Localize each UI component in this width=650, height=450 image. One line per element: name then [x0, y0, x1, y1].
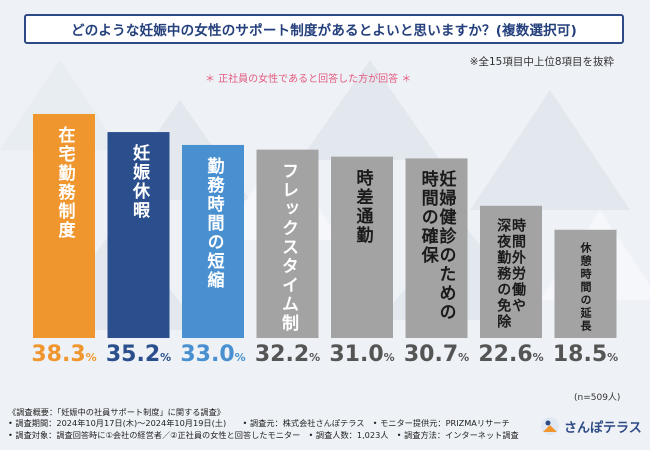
bar-value-unit: %	[607, 351, 619, 364]
sample-size-note: (n=509人)	[574, 393, 621, 403]
bar-label-7: 休憩時間の延長	[578, 241, 592, 334]
bar-label-1: 妊娠休暇	[128, 144, 149, 334]
bar-label-0: 在宅勤務制度	[54, 125, 75, 334]
bar-0	[33, 113, 95, 338]
bar-value-number: 30.7	[403, 342, 459, 367]
bar-value-unit: %	[532, 351, 544, 364]
bar-6	[480, 205, 542, 338]
bar-label-2: 勤務時間の短縮	[203, 156, 224, 334]
bar-value-6: 22.6%	[474, 342, 548, 367]
bar-label-line: 妊娠休暇	[128, 144, 149, 221]
bar-label-line: 時差通勤	[352, 168, 373, 245]
bar-label-line: 時間外労働や	[509, 217, 526, 314]
bar-1	[107, 132, 170, 338]
logo: さんぽテラス	[540, 416, 642, 436]
bar-label-4: 時差通勤	[352, 168, 373, 334]
bar-value-1: 35.2%	[102, 342, 176, 367]
bar-label-line: フレックスタイム制	[277, 161, 298, 333]
bar-value-number: 32.2	[254, 342, 310, 367]
bar-value-unit: %	[234, 351, 246, 364]
bar-value-number: 33.0	[180, 342, 235, 367]
bar-value-number: 35.2	[105, 342, 161, 367]
bar-3	[256, 149, 319, 338]
bar-label-3: フレックスタイム制	[277, 161, 298, 334]
logo-text: さんぽテラス	[564, 420, 642, 436]
bar-label-line: 勤務時間の短縮	[203, 156, 224, 290]
bar-value-number: 18.5	[552, 342, 608, 367]
bar-value-7: 18.5%	[549, 342, 623, 367]
bar-value-2: 33.0%	[176, 342, 250, 367]
items-note: ※全15項目中上位8項目を抜粋	[469, 56, 614, 68]
bar-value-unit: %	[383, 351, 395, 364]
respondent-note: ＊ 正社員の女性であると回答した方が回答 ＊	[205, 74, 412, 85]
bar-value-number: 31.0	[329, 342, 384, 367]
footer-line-2: • 調査期間：2024年10月17日(木)〜2024年10月19日(土) • 調…	[8, 418, 510, 429]
bar-label-5: 妊婦健診のための 時間の確保	[417, 170, 456, 334]
bar-value-3: 32.2%	[251, 342, 325, 367]
footer-line-1: 《調査概要：「妊娠中の社員サポート制度」に関する調査》	[8, 407, 225, 417]
footer-line-3: • 調査対象：調査回答時に①会社の経営者／②正社員の女性と回答したモニター • …	[8, 429, 519, 440]
bar-value-unit: %	[85, 351, 97, 364]
bar-value-number: 22.6	[478, 342, 533, 367]
bar-value-4: 31.0%	[325, 342, 399, 367]
survey-footer: 《調査概要：「妊娠中の社員サポート制度」に関する調査》 • 調査期間：2024年…	[8, 407, 519, 441]
bar-label-line: 深夜勤務の免除	[495, 217, 512, 330]
bar-value-unit: %	[458, 351, 470, 364]
bar-5	[405, 158, 468, 338]
bar-value-number: 38.3	[31, 342, 86, 367]
chart-title: どのような妊娠中の女性のサポート制度があるとよいと思いますか？(複数選択可)	[71, 23, 577, 39]
bar-label-line: 在宅勤務制度	[54, 125, 75, 240]
bar-7	[554, 229, 617, 338]
bar-value-unit: %	[160, 351, 172, 364]
bar-label-line: 時間の確保	[417, 170, 438, 266]
bar-label-line: 休憩時間の延長	[578, 241, 592, 333]
bar-value-0: 38.3%	[27, 342, 101, 367]
sanpo-terrace-logo-icon	[541, 417, 559, 435]
title-box: どのような妊娠中の女性のサポート制度があるとよいと思いますか？(複数選択可)	[24, 14, 624, 44]
bar-value-5: 30.7%	[400, 342, 474, 367]
bar-label-line: 妊婦健診のための	[435, 170, 456, 323]
bar-label-6: 時間外労働や 深夜勤務の免除	[495, 217, 526, 334]
bar-2	[182, 144, 244, 338]
bar-value-unit: %	[309, 351, 321, 364]
bar-4	[331, 156, 393, 338]
